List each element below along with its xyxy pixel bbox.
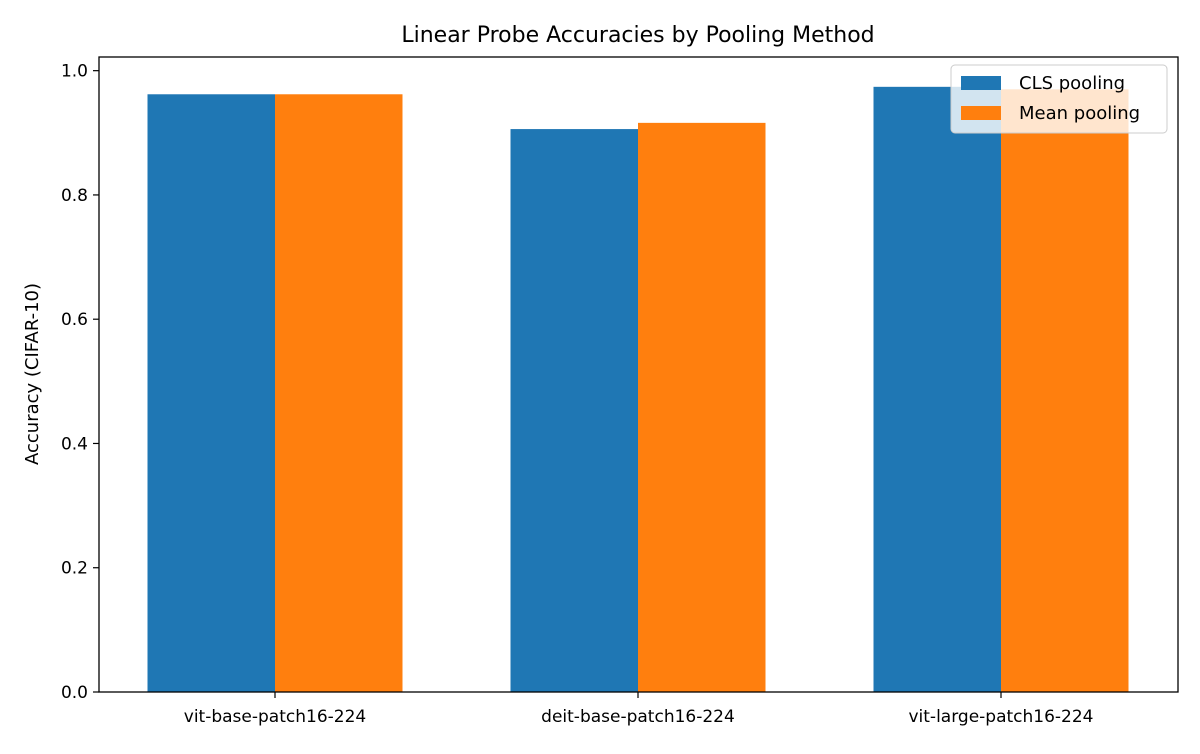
bar-cls-2 <box>873 86 1001 693</box>
x-tick-label: deit-base-patch16-224 <box>541 707 735 727</box>
legend-label: Mean pooling <box>1019 103 1140 124</box>
y-tick-label: 0.4 <box>61 434 88 454</box>
bar-mean-2 <box>1001 89 1129 692</box>
x-tick-label: vit-large-patch16-224 <box>908 707 1093 727</box>
plot-frame <box>98 56 1179 693</box>
bar-mean-1 <box>638 122 766 692</box>
y-axis-label: Accuracy (CIFAR-10) <box>22 283 43 465</box>
bars-layer <box>147 86 1129 693</box>
x-tick-label: vit-base-patch16-224 <box>184 707 366 727</box>
axes-layer: vit-base-patch16-224 deit-base-patch16-22… <box>61 56 1179 727</box>
bar-cls-0 <box>147 94 275 692</box>
bar-mean-0 <box>275 94 403 692</box>
y-tick-label: 0.6 <box>61 310 88 330</box>
legend-box <box>950 64 1168 134</box>
y-tick-label: 0.0 <box>61 683 88 703</box>
chart-title: Linear Probe Accuracies by Pooling Metho… <box>401 23 874 48</box>
y-tick-label: 0.8 <box>61 186 88 206</box>
legend-swatch <box>961 106 1001 120</box>
legend-swatch <box>961 76 1001 90</box>
legend: CLS pooling Mean pooling <box>950 64 1168 134</box>
legend-label: CLS pooling <box>1019 73 1125 94</box>
y-tick-label: 0.2 <box>61 559 88 579</box>
bar-cls-1 <box>510 129 638 693</box>
y-tick-label: 1.0 <box>61 62 88 82</box>
